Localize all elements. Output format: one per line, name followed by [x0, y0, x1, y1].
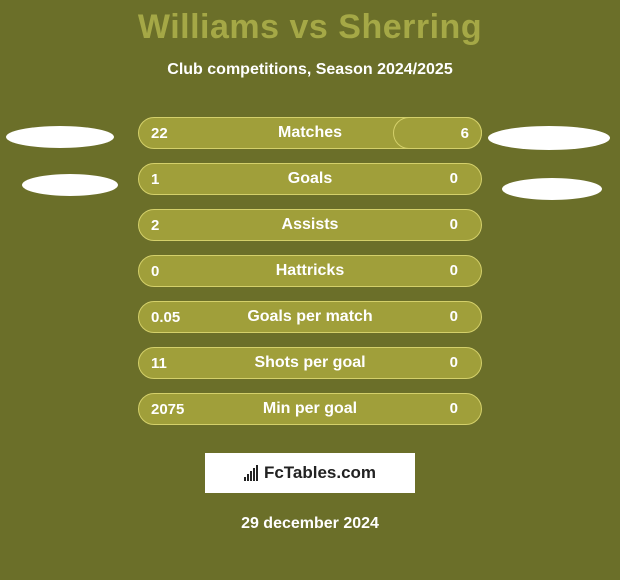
decorative-ellipse — [488, 126, 610, 150]
stat-value-right: 0 — [438, 255, 470, 287]
vs-word: vs — [290, 8, 329, 46]
stat-row: 226Matches — [138, 117, 482, 149]
stat-value-right: 0 — [438, 209, 470, 241]
stat-row: 0.050Goals per match — [138, 301, 482, 333]
stat-row: 20Assists — [138, 209, 482, 241]
subtitle: Club competitions, Season 2024/2025 — [0, 61, 620, 79]
stat-row: 10Goals — [138, 163, 482, 195]
stat-value-right: 6 — [449, 125, 481, 142]
logo-text: FcTables.com — [264, 463, 376, 483]
stat-bar-left: 0.05 — [138, 301, 482, 333]
stat-value-left: 1 — [139, 171, 171, 188]
stat-bar-left: 2075 — [138, 393, 482, 425]
stat-value-right: 0 — [438, 393, 470, 425]
stat-row: 20750Min per goal — [138, 393, 482, 425]
stat-bar-right: 6 — [393, 117, 482, 149]
stat-rows: 226Matches10Goals20Assists00Hattricks0.0… — [0, 117, 620, 425]
stat-row: 110Shots per goal — [138, 347, 482, 379]
stat-value-right: 0 — [438, 163, 470, 195]
logo-icon — [244, 465, 258, 481]
stat-value-left: 22 — [139, 125, 180, 142]
stat-value-left: 0.05 — [139, 309, 192, 326]
stat-value-left: 11 — [139, 355, 179, 372]
stat-row: 00Hattricks — [138, 255, 482, 287]
stat-value-right: 0 — [438, 347, 470, 379]
stat-value-right: 0 — [438, 301, 470, 333]
stat-bar-left: 11 — [138, 347, 482, 379]
decorative-ellipse — [502, 178, 602, 200]
page-title: Williams vs Sherring — [0, 0, 620, 47]
stat-bar-left: 2 — [138, 209, 482, 241]
stat-value-left: 0 — [139, 263, 171, 280]
decorative-ellipse — [22, 174, 118, 196]
decorative-ellipse — [6, 126, 114, 148]
footer-date: 29 december 2024 — [0, 515, 620, 533]
stat-value-left: 2075 — [139, 401, 196, 418]
stat-bar-left: 1 — [138, 163, 482, 195]
player-right-name: Sherring — [338, 8, 482, 46]
logo-box: FcTables.com — [205, 453, 415, 493]
comparison-infographic: Williams vs Sherring Club competitions, … — [0, 0, 620, 580]
stat-bar-left: 0 — [138, 255, 482, 287]
stat-value-left: 2 — [139, 217, 171, 234]
player-left-name: Williams — [138, 8, 280, 46]
